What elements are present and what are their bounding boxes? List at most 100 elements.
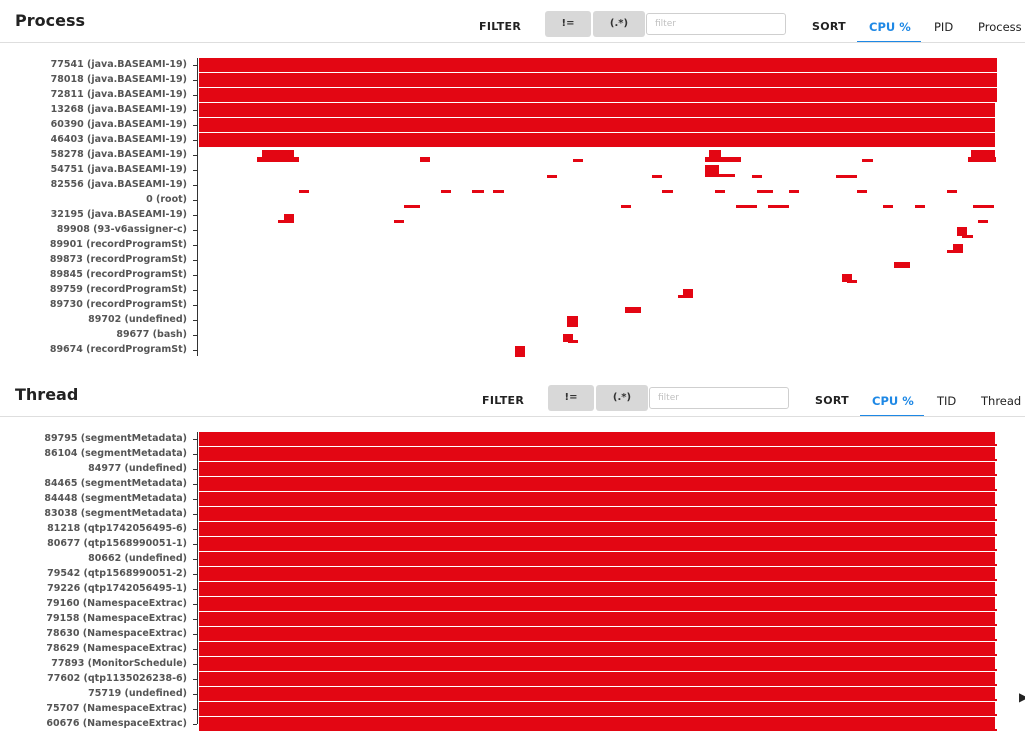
thread-cpu-bar-tail — [995, 624, 997, 626]
thread-filter-input[interactable] — [649, 387, 789, 409]
process-cpu-bar — [652, 175, 662, 178]
process-cpu-bar — [973, 205, 994, 208]
thread-tab-name[interactable]: Thread n — [981, 394, 1025, 408]
thread-row-tick — [193, 499, 197, 500]
process-header-divider — [0, 42, 1025, 43]
thread-row-label: 89795 (segmentMetadata) — [44, 433, 187, 444]
process-sort-label: SORT — [812, 20, 846, 33]
process-tab-name[interactable]: Process n — [978, 20, 1025, 34]
process-cpu-bar — [736, 205, 757, 208]
process-cpu-bar — [199, 118, 995, 132]
thread-cpu-bar — [199, 597, 995, 611]
process-tab-cpu[interactable]: CPU % — [869, 20, 911, 34]
process-cpu-bar — [284, 214, 294, 222]
thread-cpu-bar-tail — [995, 504, 997, 506]
thread-row-label: 80662 (undefined) — [88, 553, 187, 564]
process-cpu-bar — [563, 334, 573, 342]
thread-cpu-bar — [199, 492, 995, 506]
process-not-equal-button[interactable]: != — [545, 11, 591, 37]
process-cpu-bar — [262, 150, 294, 158]
thread-cpu-bar-tail — [995, 534, 997, 536]
process-row-tick — [193, 290, 197, 291]
thread-row-label: 83038 (segmentMetadata) — [44, 508, 187, 519]
thread-row-tick — [193, 559, 197, 560]
thread-cpu-bar-tail — [995, 564, 997, 566]
process-cpu-bar — [404, 205, 420, 208]
thread-y-axis — [197, 432, 198, 724]
mouse-cursor-icon: ▶ — [1019, 690, 1025, 704]
process-row-tick — [193, 110, 197, 111]
thread-cpu-bar-tail — [995, 714, 997, 716]
process-cpu-bar — [862, 159, 873, 162]
process-row-tick — [193, 215, 197, 216]
process-cpu-bar — [947, 190, 957, 193]
process-cpu-bar — [472, 190, 484, 193]
process-row-label: 77541 (java.BASEAMI-19) — [50, 59, 187, 70]
thread-regex-button[interactable]: (.*) — [596, 385, 648, 411]
thread-cpu-bar-tail — [995, 519, 997, 521]
process-cpu-bar — [789, 190, 799, 193]
thread-cpu-bar — [199, 447, 995, 461]
thread-row-label: 79160 (NamespaceExtrac) — [46, 598, 187, 609]
thread-row-tick — [193, 619, 197, 620]
process-tab-pid[interactable]: PID — [934, 20, 954, 34]
process-row-label: 89759 (recordProgramSt) — [49, 284, 187, 295]
thread-row-tick — [193, 679, 197, 680]
process-row-tick — [193, 95, 197, 96]
process-row-label: 0 (root) — [146, 194, 187, 205]
process-cpu-bar — [962, 235, 973, 238]
thread-cpu-bar — [199, 567, 995, 581]
thread-header-divider — [0, 416, 1025, 417]
process-row-tick — [193, 245, 197, 246]
process-cpu-bar — [842, 274, 852, 282]
process-cpu-bar — [515, 346, 525, 357]
process-cpu-bar — [394, 220, 404, 223]
process-row-tick — [193, 65, 197, 66]
process-row-tick — [193, 170, 197, 171]
process-cpu-bar — [199, 133, 995, 147]
thread-cpu-bar — [199, 582, 995, 596]
process-cpu-bar — [953, 244, 963, 252]
thread-cpu-bar — [199, 687, 995, 701]
process-cpu-bar — [621, 205, 631, 208]
thread-row-label: 79226 (qtp1742056495-1) — [47, 583, 187, 594]
thread-cpu-bar — [199, 702, 995, 716]
thread-not-equal-button[interactable]: != — [548, 385, 594, 411]
thread-cpu-bar-tail — [995, 639, 997, 641]
thread-row-tick — [193, 454, 197, 455]
thread-row-tick — [193, 634, 197, 635]
process-cpu-bar — [420, 157, 430, 162]
thread-cpu-bar — [199, 462, 995, 476]
thread-row-label: 77893 (MonitorSchedule) — [51, 658, 187, 669]
thread-row-tick — [193, 589, 197, 590]
thread-tab-tid[interactable]: TID — [937, 394, 957, 408]
process-regex-button[interactable]: (.*) — [593, 11, 645, 37]
process-row-tick — [193, 185, 197, 186]
process-row-label: 89845 (recordProgramSt) — [49, 269, 187, 280]
process-cpu-bar — [883, 205, 893, 208]
process-filter-input[interactable] — [646, 13, 786, 35]
thread-tab-cpu[interactable]: CPU % — [872, 394, 914, 408]
process-row-label: 89730 (recordProgramSt) — [49, 299, 187, 310]
process-cpu-bar — [971, 150, 995, 158]
thread-cpu-bar-tail — [995, 669, 997, 671]
process-cpu-bar — [978, 220, 988, 223]
thread-cpu-bar — [199, 612, 995, 626]
thread-cpu-bar — [199, 522, 995, 536]
process-cpu-bar — [547, 175, 557, 178]
process-cpu-bar — [847, 280, 857, 283]
thread-row-label: 81218 (qtp1742056495-6) — [47, 523, 187, 534]
process-row-tick — [193, 155, 197, 156]
process-cpu-bar — [441, 190, 451, 193]
process-cpu-bar — [493, 190, 504, 193]
process-cpu-bar — [257, 157, 299, 162]
thread-row-tick — [193, 439, 197, 440]
thread-row-tick — [193, 544, 197, 545]
thread-row-tick — [193, 469, 197, 470]
process-cpu-bar — [857, 190, 867, 193]
thread-title: Thread — [15, 385, 79, 404]
process-section: Process FILTER != (.*) SORT CPU % PID Pr… — [0, 11, 1025, 357]
process-row-tick — [193, 125, 197, 126]
process-row-tick — [193, 140, 197, 141]
